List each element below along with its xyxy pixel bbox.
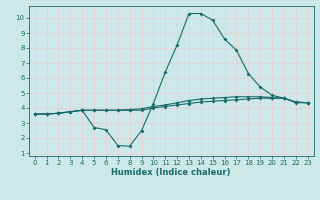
X-axis label: Humidex (Indice chaleur): Humidex (Indice chaleur) <box>111 168 231 177</box>
